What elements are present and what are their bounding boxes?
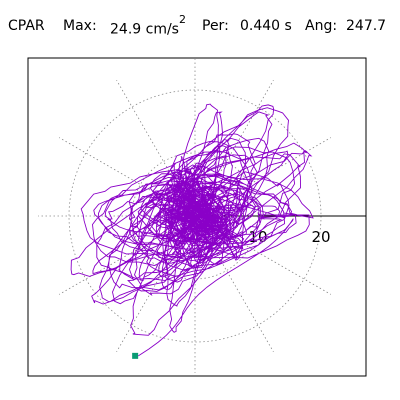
radial-tick-label-20: 20 xyxy=(311,228,330,246)
max-unit: cm/s xyxy=(145,21,179,38)
max-value: 24.9 cm/s2 xyxy=(110,13,186,38)
max-label: Max: xyxy=(63,18,97,34)
period-value: 0.440 s xyxy=(240,18,292,34)
station-code: CPAR xyxy=(8,18,45,34)
chart-header: CPAR Max: 24.9 cm/s2 Per: 0.440 s Ang: 2… xyxy=(0,0,400,44)
angle-label: Ang: xyxy=(305,18,338,34)
max-unit-exponent: 2 xyxy=(178,13,186,26)
max-number: 24.9 xyxy=(110,21,142,38)
plot-frame xyxy=(27,57,367,377)
particle-motion-trace xyxy=(70,103,314,357)
trace-end-marker xyxy=(132,352,139,359)
period-label: Per: xyxy=(202,18,229,34)
angle-value: 247.7 xyxy=(346,18,387,34)
